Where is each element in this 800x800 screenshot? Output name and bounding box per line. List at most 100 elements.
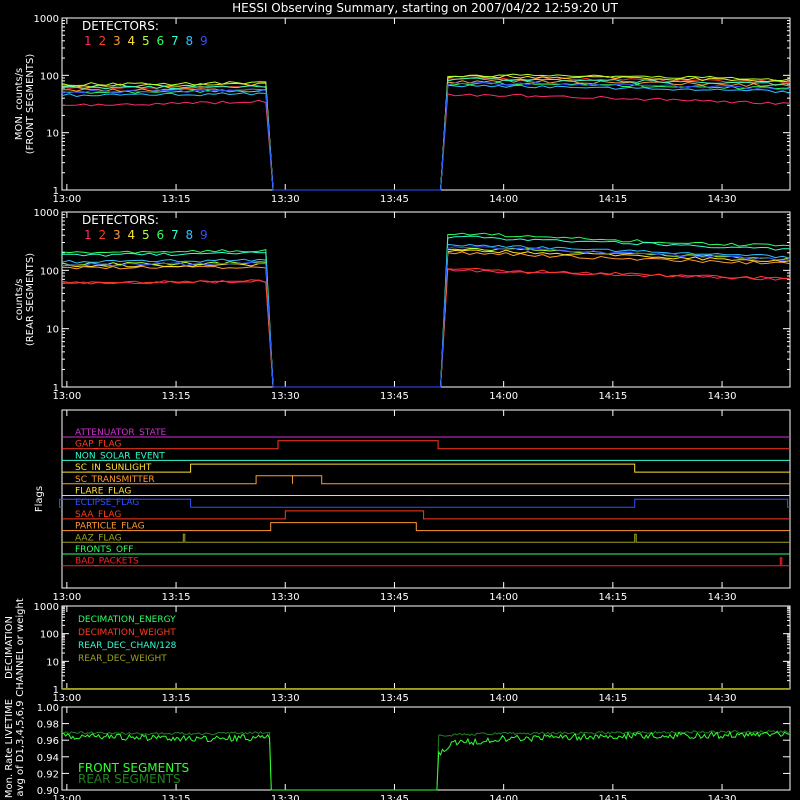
flags-panel-xtick-label: 13:00 bbox=[52, 592, 81, 603]
rear-panel-ytick-label: 100 bbox=[40, 266, 59, 277]
flags-panel-label-FRONTS_OFF: FRONTS_OFF bbox=[75, 545, 133, 555]
front-panel-legend-9: 9 bbox=[200, 34, 208, 48]
rear-panel-series-2 bbox=[61, 267, 791, 388]
flags-panel-xtick-label: 14:30 bbox=[708, 592, 737, 603]
rear-panel-ylabel-2: (REAR SEGMENTS) bbox=[25, 253, 36, 346]
rear-panel-ytick-label: 1 bbox=[53, 383, 59, 394]
rear-panel-legend-7: 7 bbox=[171, 228, 179, 242]
rear-panel-xtick-label: 13:15 bbox=[162, 391, 191, 402]
rear-panel-ytick-label: 1000 bbox=[34, 208, 59, 219]
livetime-panel-ytick-label: 0.94 bbox=[37, 753, 59, 764]
livetime-panel-xtick-label: 13:15 bbox=[162, 794, 191, 800]
rear-panel-xtick-label: 13:00 bbox=[52, 391, 81, 402]
figure-title: HESSI Observing Summary, starting on 200… bbox=[232, 1, 618, 15]
flags-panel-xtick-label: 13:15 bbox=[162, 592, 191, 603]
front-panel-series-6 bbox=[61, 81, 791, 191]
livetime-panel-xtick-label: 14:00 bbox=[489, 794, 518, 800]
flags-panel-trace-BAD_PACKETS bbox=[62, 557, 790, 567]
flags-panel-label-PARTICLE_FLAG: PARTICLE_FLAG bbox=[75, 522, 145, 532]
livetime-panel-ytick-label: 1.00 bbox=[37, 703, 59, 714]
decimation-panel-legend-REAR_DEC_CHAN/128: REAR_DEC_CHAN/128 bbox=[78, 641, 177, 651]
front-panel-legend-7: 7 bbox=[171, 34, 179, 48]
flags-panel-label-AAZ_FLAG: AAZ_FLAG bbox=[75, 533, 122, 543]
decimation-panel-legend-REAR_DEC_WEIGHT: REAR_DEC_WEIGHT bbox=[78, 654, 167, 664]
flags-panel-label-ATTENUATOR_STATE: ATTENUATOR_STATE bbox=[75, 428, 167, 438]
flags-panel-xtick-label: 13:45 bbox=[380, 592, 409, 603]
rear-panel-series-5 bbox=[61, 247, 791, 388]
flags-panel-trace-GAP_FLAG bbox=[62, 440, 790, 450]
livetime-panel-ytick-label: 0.90 bbox=[37, 786, 59, 797]
decimation-panel-xtick-label: 14:15 bbox=[598, 693, 627, 704]
flags-panel-label-GAP_FLAG: GAP_FLAG bbox=[75, 440, 121, 450]
rear-panel-series-9 bbox=[61, 246, 791, 388]
livetime-panel-xtick-label: 14:15 bbox=[598, 794, 627, 800]
flags-panel-label-NON_SOLAR_EVENT: NON_SOLAR_EVENT bbox=[75, 451, 165, 461]
flags-panel-label-BAD_PACKETS: BAD_PACKETS bbox=[75, 557, 139, 567]
front-panel-xtick-label: 14:00 bbox=[489, 194, 518, 205]
livetime-panel-series-FRONT-SEGMENTS bbox=[61, 730, 791, 791]
decimation-panel-legend-DECIMATION_ENERGY: DECIMATION_ENERGY bbox=[78, 615, 176, 625]
rear-panel-series-1 bbox=[61, 268, 791, 388]
front-panel-xtick-label: 14:15 bbox=[598, 194, 627, 205]
front-panel-legend-2: 2 bbox=[99, 34, 107, 48]
front-panel-series-8 bbox=[61, 84, 791, 191]
rear-panel-detectors-label: DETECTORS: bbox=[82, 213, 159, 227]
front-panel-series-3 bbox=[62, 78, 791, 191]
flags-panel-trace-SAA_FLAG bbox=[62, 510, 790, 520]
front-panel-detectors-label: DETECTORS: bbox=[82, 19, 159, 33]
rear-panel-ytick-label: 10 bbox=[46, 325, 59, 336]
front-panel-ylabel-2: (FRONT SEGMENTS) bbox=[25, 54, 36, 155]
livetime-panel-ylabel: Mon. Rate LIVETIME bbox=[4, 699, 15, 798]
flags-panel-xtick-label: 13:30 bbox=[271, 592, 300, 603]
rear-panel-legend-1: 1 bbox=[84, 228, 92, 242]
front-panel-series-7 bbox=[61, 77, 791, 191]
front-panel-series-9 bbox=[61, 81, 791, 191]
rear-panel-legend-2: 2 bbox=[99, 228, 107, 242]
front-panel-ytick-label: 1 bbox=[53, 186, 59, 197]
rear-panel-legend-6: 6 bbox=[157, 228, 165, 242]
decimation-panel-ytick-label: 10 bbox=[46, 657, 59, 668]
decimation-panel-xtick-label: 13:00 bbox=[52, 693, 81, 704]
front-panel-ytick-label: 1000 bbox=[34, 14, 59, 25]
rear-panel-xtick-label: 14:15 bbox=[598, 391, 627, 402]
livetime-panel-ytick-label: 0.98 bbox=[37, 720, 59, 731]
rear-panel-series-7 bbox=[61, 235, 791, 388]
flags-panel-ylabel: Flags bbox=[34, 486, 45, 512]
livetime-panel-xtick-label: 13:45 bbox=[380, 794, 409, 800]
flags-panel-xtick-label: 14:15 bbox=[598, 592, 627, 603]
flags-panel-label-FLARE_FLAG: FLARE_FLAG bbox=[75, 487, 131, 497]
front-panel-legend-8: 8 bbox=[186, 34, 194, 48]
flags-panel-trace-PARTICLE_FLAG bbox=[62, 522, 790, 532]
decimation-panel-ylabel-2: CHANNEL or weight bbox=[15, 598, 26, 697]
flags-panel-trace-SC_IN_SUNLIGHT bbox=[62, 463, 790, 473]
flags-panel-label-SAA_FLAG: SAA_FLAG bbox=[75, 510, 121, 520]
rear-panel-legend-3: 3 bbox=[113, 228, 121, 242]
decimation-panel-legend-DECIMATION_WEIGHT: DECIMATION_WEIGHT bbox=[78, 628, 176, 638]
front-panel-legend-3: 3 bbox=[113, 34, 121, 48]
flags-panel-trace-SC_TRANSMITTER bbox=[62, 475, 790, 485]
livetime-panel-ytick-label: 0.96 bbox=[37, 736, 59, 747]
rear-panel-series-3 bbox=[62, 251, 791, 388]
rear-panel-xtick-label: 14:00 bbox=[489, 391, 518, 402]
panels: 13:00 13:15 13:30 13:45 14:00 14:15 14:3011010… bbox=[4, 14, 791, 800]
decimation-panel-ytick-label: 1000 bbox=[34, 602, 59, 613]
front-panel-legend-4: 4 bbox=[128, 34, 136, 48]
flags-panel-label-SC_TRANSMITTER: SC_TRANSMITTER bbox=[75, 475, 155, 485]
flags-panel-trace-ECLIPSE_FLAG bbox=[59, 498, 790, 508]
decimation-panel-xtick-label: 13:15 bbox=[162, 693, 191, 704]
livetime-panel-xtick-label: 13:00 bbox=[52, 794, 81, 800]
front-panel-legend-6: 6 bbox=[157, 34, 165, 48]
livetime-panel-xtick-label: 13:30 bbox=[271, 794, 300, 800]
rear-panel-legend-9: 9 bbox=[200, 228, 208, 242]
front-panel-legend-5: 5 bbox=[142, 34, 150, 48]
livetime-panel-legend-FRONT-SEGMENTS: FRONT SEGMENTS bbox=[78, 761, 189, 775]
flags-panel-trace-AAZ_FLAG bbox=[62, 533, 790, 543]
rear-panel-xtick-label: 13:30 bbox=[271, 391, 300, 402]
rear-panel-legend-8: 8 bbox=[186, 228, 194, 242]
decimation-panel-xtick-label: 13:45 bbox=[380, 693, 409, 704]
rear-panel-xtick-label: 13:45 bbox=[380, 391, 409, 402]
front-panel-xtick-label: 13:30 bbox=[271, 194, 300, 205]
livetime-panel-ytick-label: 0.92 bbox=[37, 769, 59, 780]
decimation-panel-xtick-label: 14:30 bbox=[708, 693, 737, 704]
